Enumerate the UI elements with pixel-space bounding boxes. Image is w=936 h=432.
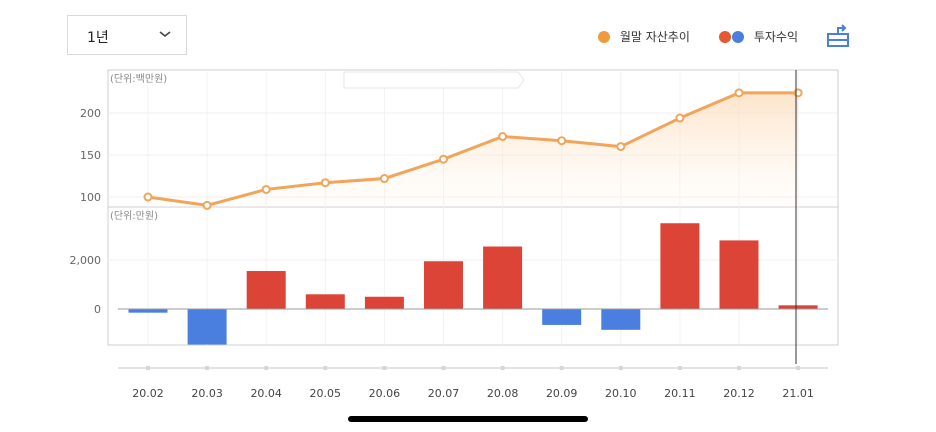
chevron-down-icon [159,31,171,38]
x-tick-20.08: 20.08 [487,387,519,400]
range-handle [343,71,525,89]
y-tick-bottom-0: 0 [94,303,101,316]
asset-line [147,91,799,207]
legend-asset-label: 월말 자산추이 [619,30,690,44]
return-bar-20.04 [246,271,286,309]
top-unit-label: (단위:백만원) [110,72,167,85]
x-tick-20.10: 20.10 [605,387,637,400]
x-tick-mark-20.08 [500,366,505,370]
x-tick-20.11: 20.11 [664,387,696,400]
x-tick-mark-20.12 [737,366,741,370]
y-tick-top-200: 200 [80,107,101,120]
asset-point-20.11 [675,113,685,123]
asset-point-20.04 [261,184,271,194]
legend-investment-return: 투자수익 [719,28,798,45]
x-tick-20.05: 20.05 [310,387,342,400]
asset-point-20.10 [616,142,626,152]
asset-point-20.07 [439,154,448,164]
asset-point-20.06 [379,174,389,184]
y-tick-top-100: 100 [80,191,101,204]
x-tick-mark-20.09 [559,366,564,370]
asset-point-20.12 [734,88,744,98]
return-bar-20.11 [660,223,700,309]
asset-point-20.09 [557,136,567,146]
y-tick-top-150: 150 [80,149,101,162]
return-bar-20.07 [424,261,463,309]
return-bar-20.10 [601,309,641,330]
share-icon[interactable] [826,24,852,48]
asset-point-20.08 [498,132,508,142]
x-tick-mark-20.11 [677,366,682,370]
legend-return-negative-dot [732,31,744,43]
x-tick-20.06: 20.06 [369,387,401,400]
x-tick-mark-20.10 [618,366,623,370]
x-tick-mark-20.04 [264,366,269,370]
bottom-unit-label: (단위:만원) [110,209,158,222]
x-tick-mark-20.02 [146,366,150,370]
x-tick-20.07: 20.07 [428,387,460,400]
return-bar-20.08 [483,246,523,309]
legend-asset-trend: 월말 자산추이 [598,28,690,45]
x-tick-mark-20.06 [382,366,387,370]
legend-return-positive-dot [719,31,731,43]
x-tick-21.01: 21.01 [782,387,814,400]
x-tick-mark-20.07 [441,366,446,370]
y-tick-bottom-2000: 2,000 [70,254,102,267]
x-tick-20.09: 20.09 [546,387,578,400]
x-tick-20.03: 20.03 [191,387,223,400]
legend-return-label: 투자수익 [753,30,798,44]
period-select[interactable]: 1년 [67,15,187,55]
period-selected-label: 1년 [87,30,109,46]
asset-point-20.03 [202,200,212,210]
return-bar-20.05 [305,294,345,309]
x-tick-mark-20.05 [323,366,328,370]
return-bar-21.01 [778,305,818,309]
asset-point-20.05 [320,178,330,188]
asset-point-20.02 [143,192,153,202]
x-tick-mark-20.03 [205,366,210,370]
return-bar-20.03 [187,309,227,345]
x-tick-20.12: 20.12 [723,387,755,400]
x-tick-20.02: 20.02 [132,387,164,400]
return-bar-20.12 [719,240,759,309]
legend-asset-dot [598,31,610,43]
return-bar-20.09 [542,309,582,325]
return-bar-20.02 [128,309,168,313]
asset-area [148,92,799,207]
x-tick-mark-21.01 [796,366,801,370]
return-bar-20.06 [364,296,404,309]
x-tick-20.04: 20.04 [250,387,282,400]
home-indicator [348,416,588,422]
